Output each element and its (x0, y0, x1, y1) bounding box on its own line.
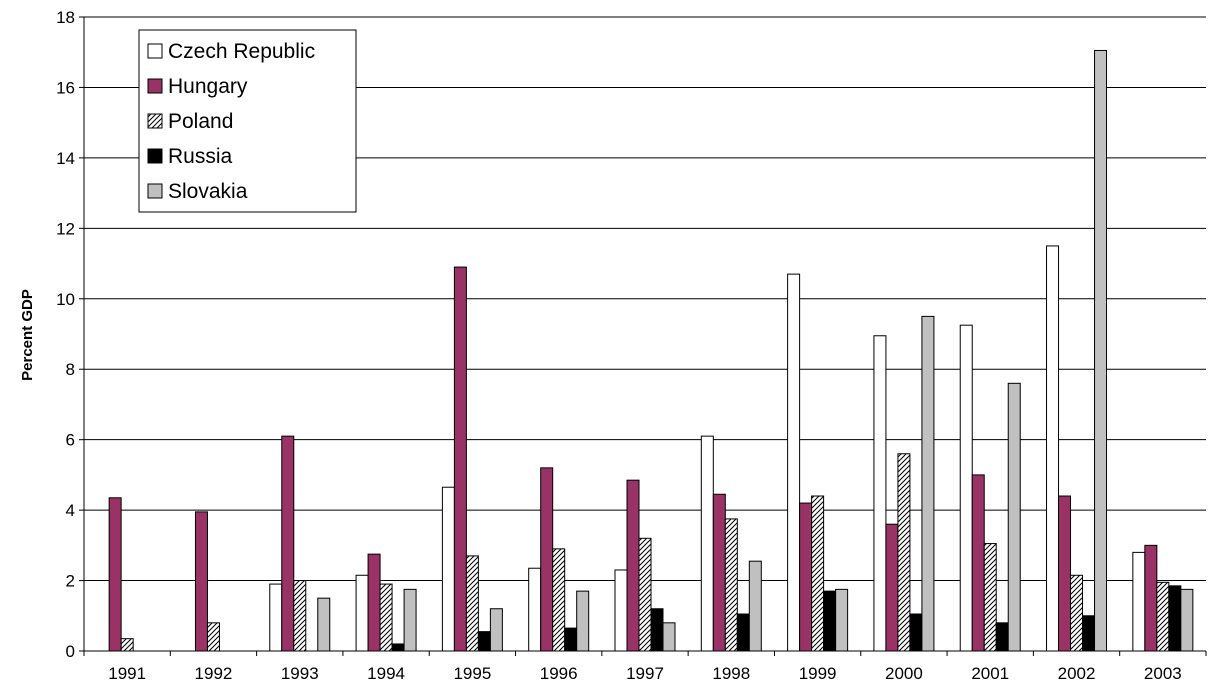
bar-poland-1998 (724, 518, 738, 652)
y-tick-label: 4 (66, 501, 75, 520)
bar-russia-1994 (391, 643, 405, 652)
x-tick-label: 2000 (885, 664, 923, 683)
y-tick-label: 16 (56, 78, 75, 97)
bar-poland-1995 (465, 555, 479, 652)
bars (108, 49, 1194, 652)
y-tick-label: 8 (66, 360, 75, 379)
legend-swatch-slovakia (147, 183, 163, 199)
x-tick-labels: 1991 1992 1993 1994 1995 1996 1997 1998 1999 2000… (108, 664, 1182, 683)
x-tick-label: 2002 (1058, 664, 1096, 683)
bar-slovakia-1994 (403, 588, 417, 652)
y-tick-labels: 0 2 4 6 8 10 12 14 16 18 (56, 8, 75, 661)
bar-poland-1999 (811, 495, 825, 652)
bar-russia-2000 (909, 613, 923, 652)
x-tick-label: 1997 (626, 664, 664, 683)
y-tick-label: 10 (56, 290, 75, 309)
legend-swatch-poland (147, 113, 163, 129)
bar-czech-republic-2001 (959, 324, 973, 652)
bar-czech-republic-2003 (1132, 551, 1146, 652)
bar-russia-1997 (650, 608, 664, 652)
bar-slovakia-2000 (921, 315, 935, 652)
bar-russia-1995 (477, 631, 491, 652)
bar-hungary-1992 (194, 511, 208, 652)
bar-czech-republic-2000 (873, 335, 887, 652)
bar-russia-1996 (564, 627, 578, 652)
bar-poland-1996 (552, 548, 566, 652)
bar-poland-1997 (638, 537, 652, 652)
bar-hungary-1993 (281, 435, 295, 652)
bar-hungary-1998 (712, 493, 726, 652)
bar-poland-2001 (983, 543, 997, 652)
axes (79, 16, 1207, 656)
legend-label: Russia (168, 145, 233, 168)
bar-poland-1991 (120, 638, 134, 652)
bar-slovakia-1998 (748, 560, 762, 652)
bar-russia-1999 (823, 590, 837, 652)
x-tick-label: 2001 (971, 664, 1009, 683)
bar-czech-republic-1999 (787, 273, 801, 652)
x-tick-label: 1991 (108, 664, 146, 683)
legend-label: Slovakia (168, 180, 248, 203)
bar-russia-2001 (995, 622, 1009, 652)
bar-slovakia-2001 (1007, 382, 1021, 652)
bar-hungary-1996 (540, 467, 554, 652)
bar-slovakia-1995 (489, 608, 503, 652)
bar-hungary-2003 (1144, 544, 1158, 652)
legend-swatch-czech-republic (147, 43, 163, 59)
bar-hungary-1991 (108, 497, 122, 652)
bar-slovakia-2002 (1094, 49, 1108, 652)
bar-slovakia-1996 (576, 590, 590, 652)
bar-hungary-2002 (1058, 495, 1072, 652)
x-tick-label: 1996 (540, 664, 578, 683)
bar-poland-2000 (897, 453, 911, 652)
y-tick-label: 12 (56, 219, 75, 238)
bar-slovakia-2003 (1180, 588, 1194, 652)
bar-czech-republic-1997 (614, 569, 628, 652)
y-tick-label: 14 (56, 149, 75, 168)
bar-hungary-1994 (367, 553, 381, 652)
bar-czech-republic-1998 (700, 435, 714, 652)
x-tick-label: 1992 (195, 664, 233, 683)
x-tick-label: 2003 (1144, 664, 1182, 683)
bar-czech-republic-1993 (269, 583, 283, 652)
bar-hungary-2001 (971, 474, 985, 652)
y-tick-label: 0 (66, 642, 75, 661)
bar-hungary-2000 (885, 523, 899, 652)
x-tick-label: 1993 (281, 664, 319, 683)
x-tick-label: 1995 (453, 664, 491, 683)
legend-swatch-russia (147, 148, 163, 164)
x-tick-label: 1999 (799, 664, 837, 683)
legend: Czech Republic Hungary Poland Russia Slovaki… (138, 29, 357, 213)
bar-czech-republic-1994 (355, 574, 369, 652)
bar-poland-2002 (1070, 574, 1084, 652)
bar-russia-2003 (1168, 585, 1182, 652)
bar-poland-1994 (379, 583, 393, 652)
y-axis-label: Percent GDP (19, 289, 36, 381)
x-tick-label: 1994 (367, 664, 405, 683)
legend-label: Hungary (168, 75, 248, 98)
legend-label: Czech Republic (168, 40, 315, 63)
bar-czech-republic-1996 (528, 567, 542, 652)
bar-slovakia-1999 (835, 588, 849, 652)
bar-russia-1998 (736, 613, 750, 652)
y-tick-label: 6 (66, 431, 75, 450)
legend-box (138, 29, 357, 213)
bar-slovakia-1993 (317, 597, 331, 652)
bar-czech-republic-2002 (1046, 245, 1060, 652)
legend-swatch-hungary (147, 78, 163, 94)
bar-poland-2003 (1156, 581, 1170, 652)
bar-hungary-1999 (799, 502, 813, 652)
x-tick-label: 1998 (712, 664, 750, 683)
bar-poland-1993 (293, 580, 307, 652)
bar-czech-republic-1995 (441, 486, 455, 652)
bar-russia-2002 (1082, 615, 1096, 652)
bar-hungary-1997 (626, 479, 640, 652)
y-tick-label: 2 (66, 572, 75, 591)
legend-label: Poland (168, 110, 233, 133)
bar-poland-1992 (206, 622, 220, 652)
bar-slovakia-1997 (662, 622, 676, 652)
bar-hungary-1995 (453, 266, 467, 652)
y-tick-label: 18 (56, 8, 75, 27)
